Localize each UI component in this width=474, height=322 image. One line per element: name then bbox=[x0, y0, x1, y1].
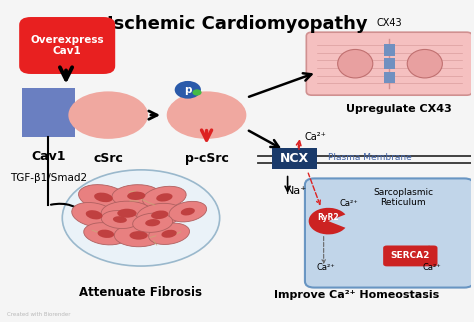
FancyBboxPatch shape bbox=[383, 245, 438, 266]
Ellipse shape bbox=[84, 223, 128, 245]
Text: NCX: NCX bbox=[280, 152, 309, 165]
Text: Sarcoplasmic
Reticulum: Sarcoplasmic Reticulum bbox=[373, 188, 433, 207]
Text: Created with Biorender: Created with Biorender bbox=[8, 312, 71, 317]
Text: p: p bbox=[184, 85, 191, 95]
FancyBboxPatch shape bbox=[305, 178, 474, 288]
Text: Cav1: Cav1 bbox=[31, 150, 66, 163]
Text: Improve Ca²⁺ Homeostasis: Improve Ca²⁺ Homeostasis bbox=[274, 290, 439, 300]
FancyBboxPatch shape bbox=[272, 148, 317, 169]
Ellipse shape bbox=[127, 192, 146, 200]
Ellipse shape bbox=[98, 230, 114, 238]
Text: Ca²⁺: Ca²⁺ bbox=[305, 132, 327, 142]
Ellipse shape bbox=[149, 223, 190, 244]
FancyBboxPatch shape bbox=[306, 32, 472, 95]
Circle shape bbox=[175, 81, 201, 99]
Ellipse shape bbox=[114, 224, 163, 247]
Ellipse shape bbox=[101, 201, 153, 225]
FancyBboxPatch shape bbox=[383, 58, 395, 69]
Ellipse shape bbox=[112, 185, 161, 207]
FancyBboxPatch shape bbox=[383, 44, 395, 55]
Text: Ischemic Cardiomyopathy: Ischemic Cardiomyopathy bbox=[107, 15, 367, 33]
FancyBboxPatch shape bbox=[383, 72, 395, 83]
Text: RyR2: RyR2 bbox=[318, 213, 339, 223]
Circle shape bbox=[192, 90, 201, 96]
Ellipse shape bbox=[137, 203, 182, 226]
Ellipse shape bbox=[113, 216, 127, 223]
Text: TGF-β1/Smad2: TGF-β1/Smad2 bbox=[10, 174, 87, 184]
Ellipse shape bbox=[143, 186, 186, 208]
Text: Ca²⁺: Ca²⁺ bbox=[317, 263, 336, 272]
Text: p-cSrc: p-cSrc bbox=[184, 152, 228, 165]
Ellipse shape bbox=[68, 91, 148, 139]
Ellipse shape bbox=[94, 193, 113, 202]
Text: CX43: CX43 bbox=[376, 18, 402, 28]
Ellipse shape bbox=[181, 208, 195, 215]
Text: Upregulate CX43: Upregulate CX43 bbox=[346, 104, 452, 114]
Ellipse shape bbox=[151, 211, 168, 219]
Ellipse shape bbox=[169, 201, 207, 222]
Text: Ca²⁺: Ca²⁺ bbox=[422, 263, 441, 272]
Ellipse shape bbox=[101, 211, 138, 229]
Text: Na⁺: Na⁺ bbox=[286, 186, 307, 196]
Text: Ca²⁺: Ca²⁺ bbox=[339, 199, 358, 208]
Ellipse shape bbox=[167, 91, 246, 139]
Ellipse shape bbox=[145, 219, 160, 226]
FancyBboxPatch shape bbox=[21, 88, 75, 137]
Ellipse shape bbox=[79, 185, 128, 210]
Text: Attenuate Fibrosis: Attenuate Fibrosis bbox=[80, 286, 202, 298]
FancyBboxPatch shape bbox=[19, 17, 115, 74]
Ellipse shape bbox=[162, 230, 177, 238]
Ellipse shape bbox=[407, 50, 442, 78]
Ellipse shape bbox=[62, 170, 219, 266]
Ellipse shape bbox=[129, 231, 148, 240]
Ellipse shape bbox=[72, 203, 117, 227]
Ellipse shape bbox=[337, 50, 373, 78]
Ellipse shape bbox=[117, 209, 137, 218]
Text: Plasma Membrane: Plasma Membrane bbox=[328, 153, 412, 162]
Wedge shape bbox=[309, 208, 346, 234]
Text: SERCA2: SERCA2 bbox=[391, 251, 430, 260]
Ellipse shape bbox=[156, 193, 173, 202]
Text: Overexpress
Cav1: Overexpress Cav1 bbox=[30, 35, 104, 56]
Ellipse shape bbox=[133, 213, 173, 232]
Ellipse shape bbox=[86, 210, 102, 219]
Text: cSrc: cSrc bbox=[93, 152, 123, 165]
